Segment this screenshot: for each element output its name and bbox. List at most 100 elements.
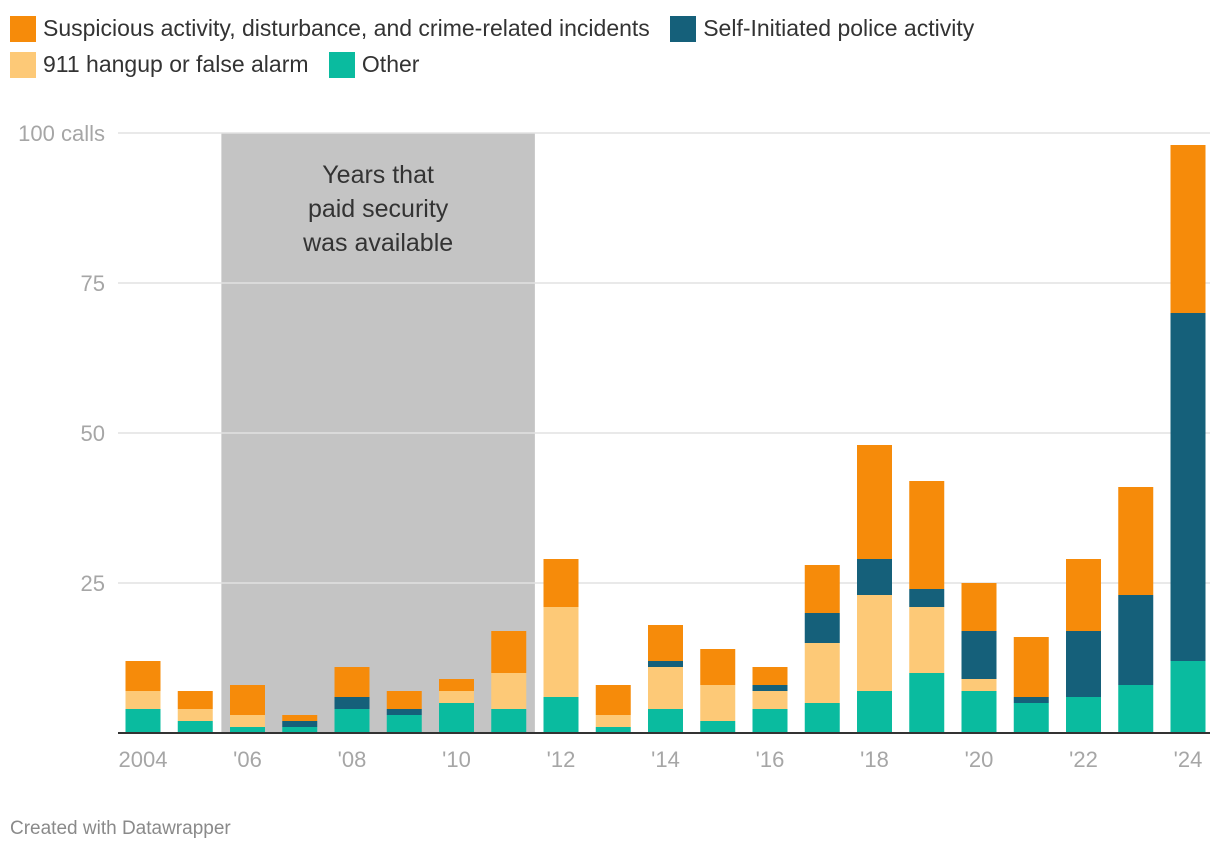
bar-segment bbox=[752, 691, 788, 709]
bar-segment bbox=[1013, 637, 1049, 697]
bar-segment bbox=[804, 643, 840, 703]
x-tick-label: '18 bbox=[860, 747, 889, 772]
bar-segment bbox=[439, 703, 474, 733]
bar-segment bbox=[752, 685, 788, 691]
bar-segment bbox=[1170, 313, 1206, 661]
bar-segment bbox=[386, 715, 422, 733]
legend-item-suspicious: Suspicious activity, disturbance, and cr… bbox=[10, 10, 650, 46]
bar-segment bbox=[700, 649, 736, 685]
bar-segment bbox=[177, 691, 213, 709]
bar-segment bbox=[439, 691, 474, 703]
bar-segment bbox=[282, 727, 318, 733]
y-tick-label: 50 bbox=[81, 421, 105, 446]
bar-segment bbox=[648, 709, 683, 733]
bar-segment bbox=[282, 721, 318, 727]
annotation-text: paid security bbox=[308, 195, 449, 223]
bar-segment bbox=[491, 673, 527, 709]
annotation-text: Years that bbox=[322, 161, 434, 189]
bar-segment bbox=[648, 625, 683, 661]
x-tick-label: '16 bbox=[756, 747, 785, 772]
bar-segment bbox=[386, 691, 422, 709]
y-tick-label: 25 bbox=[81, 571, 105, 596]
bar-segment bbox=[595, 727, 631, 733]
legend-label: Suspicious activity, disturbance, and cr… bbox=[43, 15, 650, 41]
x-tick-label: '12 bbox=[547, 747, 576, 772]
bar-segment bbox=[439, 679, 474, 691]
legend-swatch bbox=[10, 16, 36, 42]
bar-segment bbox=[1066, 697, 1101, 733]
bar-segment bbox=[1118, 685, 1154, 733]
bar-segment bbox=[595, 685, 631, 715]
bar-segment bbox=[700, 685, 736, 721]
x-tick-label: '10 bbox=[442, 747, 471, 772]
bar-segment bbox=[961, 679, 997, 691]
bar-segment bbox=[961, 691, 997, 733]
bar-segment bbox=[334, 709, 370, 733]
bar-segment bbox=[961, 583, 997, 631]
bar-segment bbox=[1118, 595, 1154, 685]
bar-segment bbox=[1170, 661, 1206, 733]
bar-segment bbox=[752, 667, 788, 685]
bar-segment bbox=[334, 697, 370, 709]
bar-segment bbox=[543, 697, 579, 733]
bar-segment bbox=[595, 715, 631, 727]
bar-segment bbox=[648, 661, 683, 667]
x-tick-label: '06 bbox=[233, 747, 262, 772]
bar-segment bbox=[125, 709, 161, 733]
bar-segment bbox=[491, 709, 527, 733]
credit-text: Created with Datawrapper bbox=[10, 818, 231, 839]
legend: Suspicious activity, disturbance, and cr… bbox=[10, 10, 1215, 82]
bar-segment bbox=[543, 559, 579, 607]
bar-segment bbox=[857, 445, 892, 559]
legend-label: Other bbox=[361, 51, 420, 77]
bar-segment bbox=[177, 709, 213, 721]
bar-segment bbox=[909, 481, 945, 589]
bar-segment bbox=[1118, 487, 1154, 595]
x-tick-label: '22 bbox=[1069, 747, 1098, 772]
bar-segment bbox=[125, 661, 161, 691]
bar-segment bbox=[386, 709, 422, 715]
bar-segment bbox=[1170, 145, 1206, 313]
bar-segment bbox=[804, 703, 840, 733]
bar-segment bbox=[909, 673, 945, 733]
x-tick-label: 2004 bbox=[119, 747, 168, 772]
bar-segment bbox=[648, 667, 683, 709]
legend-label: Self-Initiated police activity bbox=[703, 15, 975, 41]
bar-segment bbox=[804, 613, 840, 643]
legend-item-other: Other bbox=[328, 46, 420, 82]
legend-swatch bbox=[670, 16, 697, 42]
bar-segment bbox=[230, 727, 265, 733]
bar-segment bbox=[1013, 697, 1049, 703]
bar-segment bbox=[804, 565, 840, 613]
bar-segment bbox=[1066, 559, 1101, 631]
x-tick-label: '24 bbox=[1174, 747, 1203, 772]
bar-segment bbox=[334, 667, 370, 697]
legend-item-self-initiated: Self-Initiated police activity bbox=[670, 10, 974, 46]
bar-segment bbox=[857, 691, 892, 733]
bar-segment bbox=[230, 685, 265, 715]
x-tick-label: '20 bbox=[965, 747, 994, 772]
x-tick-label: '08 bbox=[338, 747, 367, 772]
bar-segment bbox=[909, 589, 945, 607]
bar-segment bbox=[700, 721, 736, 733]
bar-segment bbox=[230, 715, 265, 727]
bar-segment bbox=[909, 607, 945, 673]
bar-segment bbox=[857, 559, 892, 595]
bar-segment bbox=[857, 595, 892, 691]
bar-segment bbox=[543, 607, 579, 697]
legend-swatch bbox=[10, 52, 36, 78]
annotation-text: was available bbox=[302, 229, 453, 257]
legend-item-911-hangup: 911 hangup or false alarm bbox=[10, 46, 309, 82]
bar-segment bbox=[177, 721, 213, 733]
bar-segment bbox=[1066, 631, 1101, 697]
y-tick-label: 75 bbox=[81, 271, 105, 296]
bar-segment bbox=[752, 709, 788, 733]
bar-segment bbox=[125, 691, 161, 709]
bar-segment bbox=[961, 631, 997, 679]
x-tick-label: '14 bbox=[651, 747, 680, 772]
legend-label: 911 hangup or false alarm bbox=[43, 51, 309, 77]
y-tick-label: 100 calls bbox=[18, 121, 105, 146]
bar-segment bbox=[1013, 703, 1049, 733]
bar-segment bbox=[282, 715, 318, 721]
